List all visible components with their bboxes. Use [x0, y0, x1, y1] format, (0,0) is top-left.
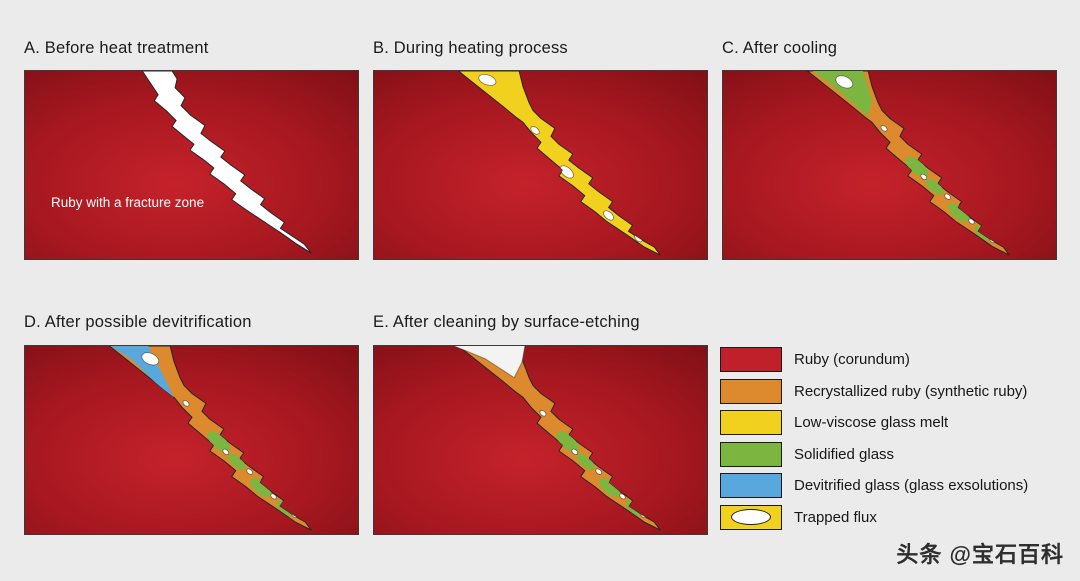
trapped-flux-oval — [835, 75, 854, 89]
devitrified-glass-region — [110, 346, 175, 398]
legend-label: Trapped flux — [794, 508, 877, 526]
trapped-flux-oval-icon — [731, 509, 771, 525]
trapped-flux-oval — [182, 400, 190, 407]
trapped-flux-oval — [880, 125, 888, 132]
trapped-flux-oval — [603, 210, 615, 221]
legend-swatch-trapped-flux — [720, 504, 782, 530]
trapped-flux-oval — [530, 126, 540, 135]
fracture-annotation: Ruby with a fracture zone — [51, 195, 205, 210]
panel-b — [373, 70, 708, 260]
panel-d — [24, 345, 359, 535]
trapped-flux-oval — [619, 493, 626, 500]
trapped-flux-oval — [571, 448, 579, 456]
panel-b-figure — [374, 71, 707, 259]
panel-e — [373, 345, 708, 535]
solidified-glass-patch — [556, 431, 580, 453]
legend-label: Low-viscose glass melt — [794, 414, 949, 431]
panel-c-title: C. After cooling — [722, 39, 838, 57]
legend-item-devitrified: Devitrified glass (glass exsolutions) — [720, 473, 1072, 498]
trapped-flux-oval — [595, 468, 602, 475]
trapped-flux-oval — [270, 493, 277, 500]
panel-c — [722, 70, 1057, 260]
solidified-glass-funnel — [812, 71, 873, 117]
panel-e-figure — [374, 346, 707, 534]
fracture-zone — [141, 71, 312, 254]
panel-a-title: A. Before heat treatment — [24, 39, 209, 57]
ruby-body — [374, 71, 707, 259]
ruby-body — [374, 346, 707, 534]
panel-e-title: E. After cleaning by surface-etching — [373, 313, 640, 331]
solidified-glass-patch — [905, 156, 929, 178]
legend-label: Solidified glass — [794, 445, 895, 463]
panel-a: Ruby with a fracture zone — [24, 70, 359, 260]
trapped-flux-oval — [968, 218, 975, 225]
panel-d-figure — [25, 346, 358, 534]
ruby-body — [25, 346, 358, 534]
trapped-flux-oval — [539, 410, 547, 417]
trapped-flux-oval — [478, 73, 497, 86]
solidified-glass-patch — [576, 453, 595, 470]
legend-label: Ruby (corundum) — [794, 351, 910, 368]
solidified-glass-patch — [250, 477, 272, 498]
trapped-flux-oval — [944, 193, 951, 200]
solidified-glass-patch — [948, 202, 970, 223]
panel-b-title: B. During heating process — [373, 39, 568, 57]
trapped-flux-oval — [920, 173, 928, 181]
devitrified-glass-patch — [110, 346, 175, 398]
panel-a-figure — [25, 71, 358, 259]
solidified-glass-patch — [227, 453, 246, 470]
solidified-glass-patch — [925, 178, 944, 195]
watermark: 头条 @宝石百科 — [896, 542, 1064, 567]
trapped-flux-oval — [222, 448, 230, 456]
trapped-flux-ovals — [478, 73, 643, 243]
legend-item-solidified: Solidified glass — [720, 441, 1072, 467]
legend-swatch-devitrified — [720, 473, 782, 498]
trapped-flux-oval — [246, 468, 253, 475]
glass-melt-filled-fracture — [457, 71, 661, 256]
legend-swatch-glass-melt — [720, 410, 782, 435]
legend-swatch-ruby — [720, 347, 782, 372]
legend-item-recrystallized: Recrystallized ruby (synthetic ruby) — [720, 378, 1072, 404]
trapped-flux-oval — [559, 165, 574, 179]
legend-label: Devitrified glass (glass exsolutions) — [794, 477, 1029, 494]
legend-label: Recrystallized ruby (synthetic ruby) — [794, 382, 1028, 400]
ruby-body — [723, 71, 1056, 259]
legend: Ruby (corundum) Recrystallized ruby (syn… — [720, 347, 1072, 530]
trapped-flux-oval — [141, 352, 160, 366]
panel-d-title: D. After possible devitrification — [24, 313, 252, 331]
panel-c-figure — [723, 71, 1056, 259]
solidified-glass-patch — [207, 431, 231, 453]
legend-swatch-solidified — [720, 441, 782, 467]
legend-item-ruby: Ruby (corundum) — [720, 347, 1072, 372]
ruby-body — [25, 71, 358, 259]
legend-swatch-recrystallized — [720, 378, 782, 404]
solidified-glass-patch — [599, 477, 621, 498]
legend-item-glass-melt: Low-viscose glass melt — [720, 410, 1072, 435]
surface-etched-notch — [452, 346, 526, 379]
legend-item-trapped-flux: Trapped flux — [720, 504, 1072, 530]
